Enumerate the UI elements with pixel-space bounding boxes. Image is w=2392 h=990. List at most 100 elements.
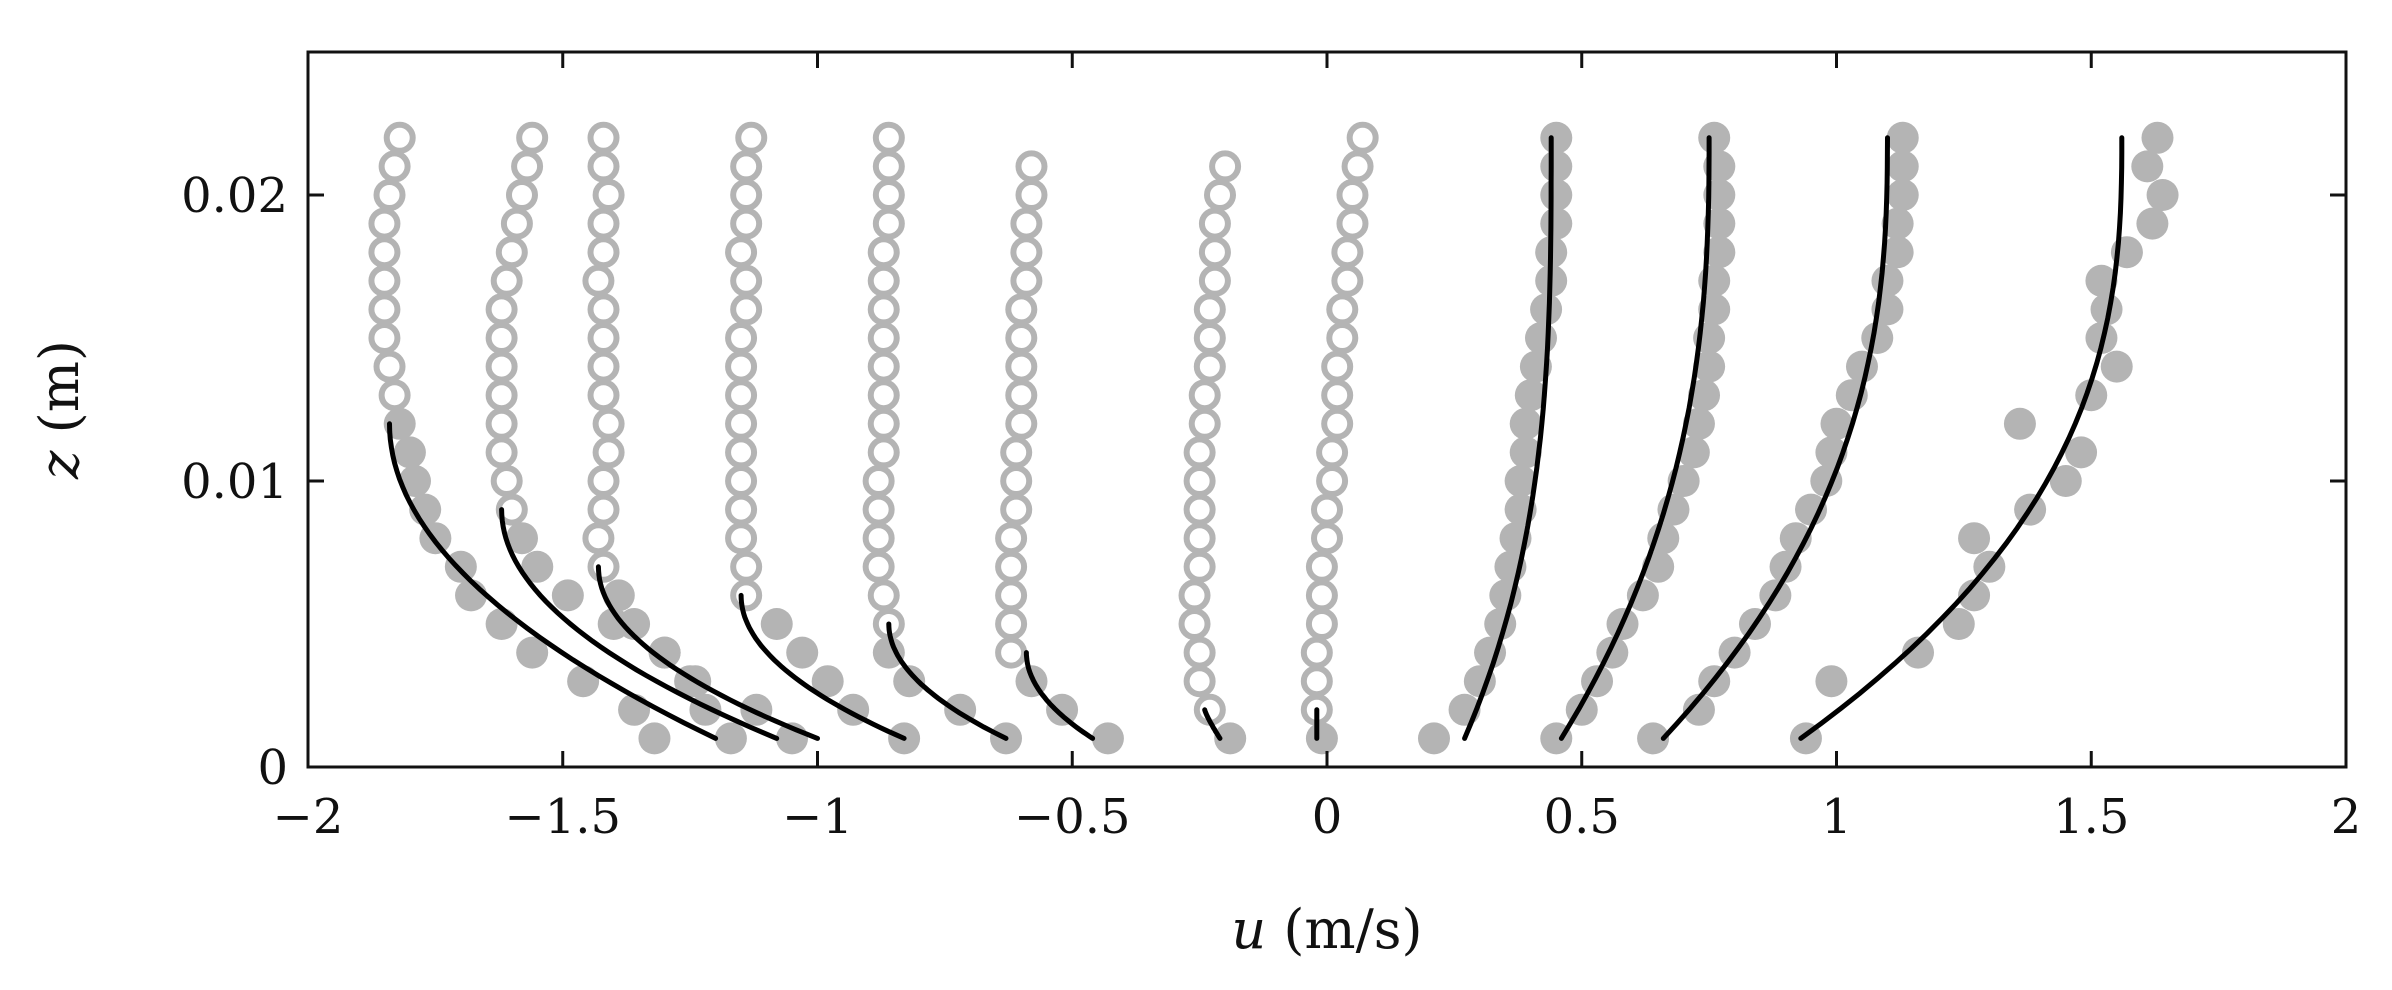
open-point (1000, 436, 1033, 469)
open-point (378, 379, 411, 412)
open-point (485, 350, 518, 383)
filled-point (1815, 665, 1848, 698)
filled-point (2085, 264, 2118, 297)
open-point (867, 350, 900, 383)
open-point (725, 236, 758, 269)
filled-point (1881, 207, 1914, 240)
open-point (1178, 579, 1211, 612)
filled-point (1871, 264, 1904, 297)
open-point (1331, 236, 1364, 269)
open-point (867, 236, 900, 269)
open-point (1188, 407, 1221, 440)
filled-point (1886, 179, 1919, 211)
open-point (1183, 436, 1216, 469)
filled-point (1845, 350, 1878, 383)
y-axis-symbol: z (28, 450, 91, 480)
open-point (872, 150, 905, 183)
filled-point (1958, 522, 1991, 555)
open-point (1331, 264, 1364, 297)
open-point (1198, 236, 1231, 269)
open-point (995, 550, 1028, 583)
open-point (587, 350, 620, 383)
filled-point (1509, 436, 1542, 469)
open-point (505, 179, 538, 211)
model-line-10 (1558, 135, 1712, 741)
y-axis-unit: (m) (28, 340, 91, 433)
open-point (867, 293, 900, 326)
open-point (1183, 550, 1216, 583)
open-point (995, 636, 1028, 669)
filled-point (1504, 465, 1537, 497)
y-tick-label: 0.01 (181, 454, 288, 510)
filled-point (1886, 150, 1919, 183)
open-point (1321, 350, 1354, 383)
filled-point (551, 579, 584, 612)
filled-point (1698, 121, 1731, 154)
x-tick-label: 1 (1821, 789, 1852, 845)
x-axis-unit: (m/s) (1283, 898, 1422, 961)
model-line-1 (387, 421, 719, 741)
filled-point (638, 722, 671, 755)
y-tick-label: 0.02 (181, 168, 288, 224)
open-point (725, 493, 758, 526)
open-point (1005, 379, 1038, 412)
filled-point (1214, 722, 1247, 755)
open-point (1305, 579, 1338, 612)
open-point (587, 322, 620, 354)
open-point (1321, 379, 1354, 412)
filled-point (567, 665, 600, 698)
open-point (1336, 207, 1369, 240)
model-lines (387, 135, 2125, 741)
open-point (485, 436, 518, 469)
open-point (592, 407, 625, 440)
filled-point (1942, 608, 1975, 640)
filled-point (2100, 350, 2133, 383)
filled-point (893, 665, 926, 698)
filled-point (1682, 407, 1715, 440)
open-point (495, 493, 528, 526)
open-point (1204, 179, 1237, 211)
open-point (730, 550, 763, 583)
open-point (368, 264, 401, 297)
open-point (587, 465, 620, 497)
open-point (1193, 322, 1226, 354)
open-point (587, 379, 620, 412)
open-point (1316, 465, 1349, 497)
open-point (872, 179, 905, 211)
model-line-4 (738, 592, 907, 741)
filled-point (2065, 436, 2098, 469)
open-point (1015, 150, 1048, 183)
filled-point (485, 608, 518, 640)
filled-point (1540, 150, 1573, 183)
open-point (511, 150, 544, 183)
y-tick-label: 0 (257, 740, 288, 796)
open-point (730, 179, 763, 211)
open-point (735, 121, 768, 154)
open-point (1183, 493, 1216, 526)
x-axis-symbol: u (1231, 898, 1266, 961)
model-line-2 (499, 507, 780, 741)
x-tick-label: 1.5 (2053, 789, 2129, 845)
open-point (500, 207, 533, 240)
open-point (1346, 121, 1379, 154)
filled-point (1703, 207, 1736, 240)
open-point (1183, 665, 1216, 698)
open-point (516, 121, 549, 154)
open-point (373, 179, 406, 211)
open-point (725, 379, 758, 412)
open-point (867, 407, 900, 440)
filled-point (1524, 322, 1557, 354)
model-line-3 (595, 564, 820, 741)
filled-point (393, 436, 426, 469)
filled-point (2049, 465, 2082, 497)
open-point (1005, 322, 1038, 354)
open-point (872, 121, 905, 154)
open-point (995, 579, 1028, 612)
y-tick-labels: 0 0.01 0.02 (181, 168, 288, 796)
open-point (730, 207, 763, 240)
x-axis-title: u (m/s) (1231, 898, 1422, 961)
filled-point (760, 608, 793, 640)
open-point (730, 293, 763, 326)
filled-point (2090, 293, 2123, 326)
model-line-11 (1660, 135, 1890, 741)
